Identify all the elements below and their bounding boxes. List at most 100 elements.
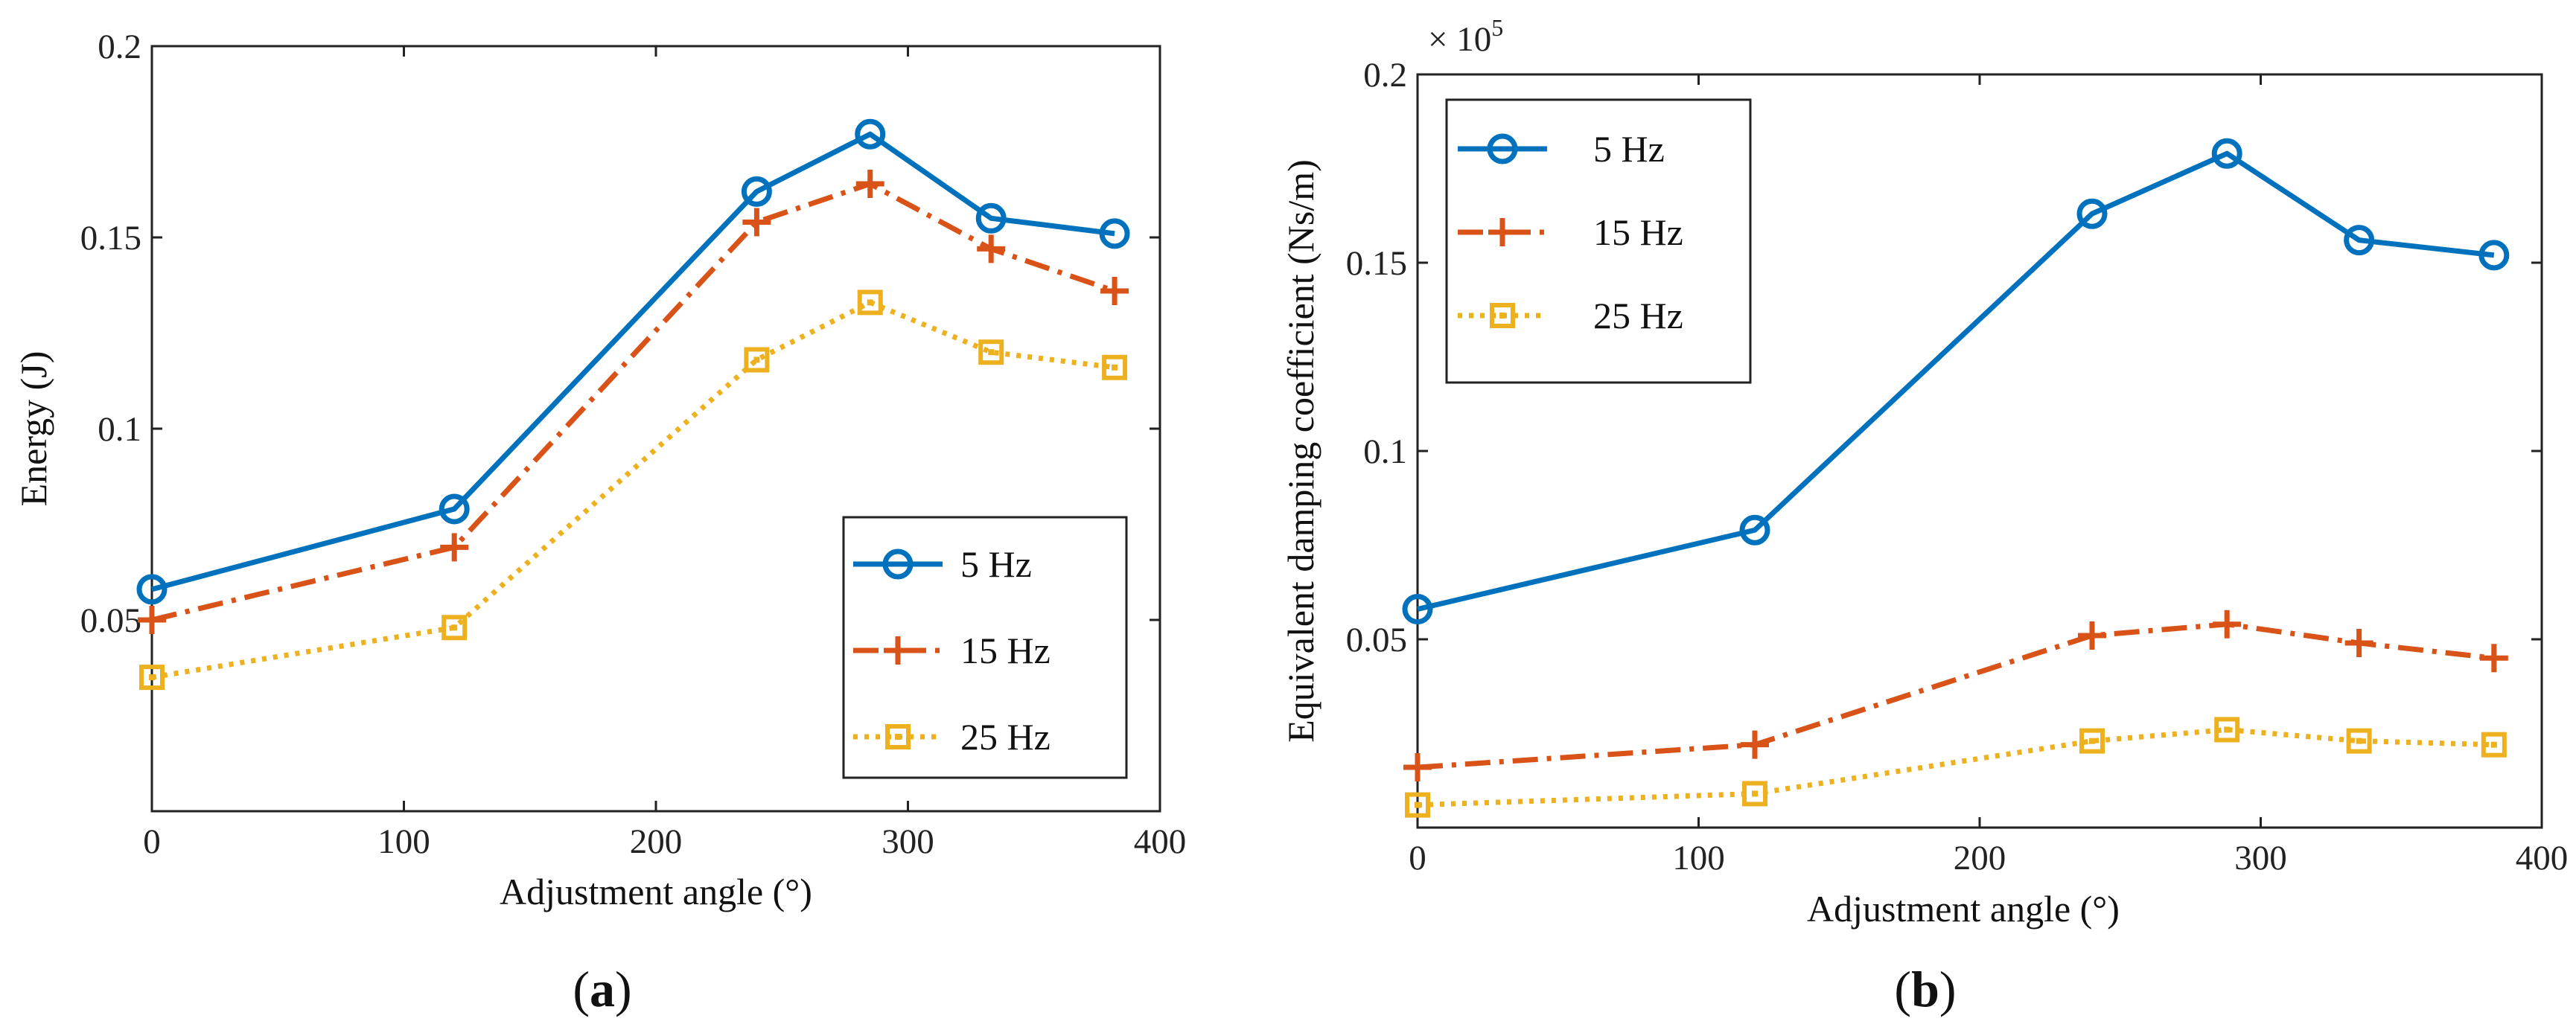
panel-a-point-inner [988,349,995,356]
panel-b-point [2344,225,2375,256]
panel-b-point-inner [1752,790,1758,797]
panel-a-ytick-label: 0.05 [80,601,141,640]
panel-a-point [1099,218,1130,249]
panel-b-point [2479,644,2508,673]
panel-b-legend-marker [1488,218,1517,246]
panel-b-multiplier: × 105 [1428,14,1503,59]
panel-a-point-outer [744,347,770,373]
panel-b-series-line [1417,726,2494,808]
panel-b-point [2344,629,2373,658]
panel-b-legend-marker [1487,133,1518,164]
panel-a-point-inner [1112,364,1118,371]
panel-b-point-inner [1415,802,1421,808]
panel-a-point-inner [753,356,760,363]
panel-a-point-inner [867,299,873,306]
panel-a-legend-marker-inner [895,734,901,740]
panel-b-xtick-label: 200 [1954,839,2006,877]
panel-a-point [855,118,886,150]
panel-a-series [136,118,1130,691]
panel-b-point-inner [2089,738,2095,744]
panel-a-xtick-label: 300 [881,822,934,861]
panel-b-point-outer [1405,792,1430,818]
panel-b-xtick-label: 100 [1672,839,1725,877]
panel-b-multiplier-exp: 5 [1491,14,1503,41]
panel-a-legend-label: 5 Hz [960,543,1032,585]
panel-b-legend-label: 15 Hz [1593,211,1683,253]
panel-a-ticks: 0 100 200 300 400 0.05 0.1 0.15 0.2 [80,28,1187,861]
panel-b-legend-marker-outer [1490,303,1515,328]
panel-b-point [2214,717,2240,743]
panel-a-point-inner [149,674,155,681]
panel-a-point [441,615,468,641]
panel-a-point [977,234,1006,263]
panel-a-legend-marker [884,636,912,665]
panel-b-ticks: 0 100 200 300 400 0.05 0.1 0.15 0.2 [1346,56,2569,877]
panel-a-series-line [151,299,1115,680]
panel-b-legend-marker [1490,303,1515,328]
panel-b-legend: 5 Hz 15 Hz 25 Hz [1445,98,1752,384]
panel-a-ytick-label: 0.15 [80,219,141,258]
panel-b-xlabel: Adjustment angle (°) [1807,888,2120,930]
panel-b-xtick-label: 300 [2234,839,2287,877]
panel-b-ytick-label: 0.1 [1363,432,1407,471]
panel-b-point [2079,728,2105,754]
panel-a-chart: 0 100 200 300 400 0.05 0.1 0.15 0.2 Adjustment a… [13,28,1186,1017]
panel-a-point-inner [451,624,458,631]
panel-a-point-outer [139,665,165,691]
panel-b-legend-label: 5 Hz [1593,128,1665,170]
panel-a-point [139,665,165,691]
panel-b-point [1742,781,1767,807]
panel-a-xtick-label: 100 [377,822,430,861]
panel-a-point [857,290,883,316]
panel-a-point [440,533,469,562]
panel-a-xlabel: Adjustment angle (°) [500,871,812,912]
panel-a-point [136,574,168,605]
panel-b-point-outer [2214,717,2240,743]
panel-a-point [744,347,770,373]
panel-a-series-line [151,181,1116,623]
panel-b-point [2478,240,2510,271]
panel-a-series-line [151,131,1115,592]
panel-b-multiplier-base: × 10 [1428,20,1491,59]
panel-b-point [1741,730,1769,759]
panel-a-point-outer [1102,354,1128,380]
panel-b-point [1402,594,1433,625]
panel-b-ylabel: Equivalent damping coefficient (Ns/m) [1280,159,1322,743]
panel-b-point [2481,732,2507,758]
panel-a-ytick-label: 0.2 [98,28,141,66]
panel-b-point-outer [2481,732,2507,758]
panel-b-point-outer [2079,728,2105,754]
panel-a-legend: 5 Hz 15 Hz 25 Hz [842,516,1128,779]
panel-a-legend-label: 15 Hz [960,630,1051,671]
panel-a-legend-marker-outer [885,724,911,749]
panel-b-xtick-label: 0 [1409,839,1426,877]
panel-b-point [2213,610,2242,639]
panel-a-point [742,208,771,237]
panel-a-point [1102,354,1128,380]
panel-a-point-outer [857,290,883,316]
panel-a-legend-label: 25 Hz [960,716,1051,758]
panel-a-point [855,170,884,199]
panel-a-xtick-label: 200 [630,822,683,861]
panel-a-legend-marker [882,548,914,580]
panel-a-point [138,606,166,634]
panel-b-ytick-label: 0.15 [1346,244,1407,283]
panel-b-point-outer [1742,781,1767,807]
panel-b-caption: (b) [1894,961,1956,1017]
panel-b-xtick-label: 400 [2516,839,2569,877]
panel-b-point [2346,728,2372,754]
panel-a-point [439,493,470,525]
panel-a-point-outer [978,339,1004,365]
panel-a-point [1100,276,1129,305]
panel-b-point [2211,138,2242,169]
panel-b-point [2076,198,2108,229]
panel-b-ytick-label: 0.05 [1346,621,1407,659]
panel-b-point [1403,753,1432,782]
panel-b-point-inner [2224,726,2231,733]
panel-b-ytick-label: 0.2 [1363,56,1407,95]
panel-b-point-inner [2490,741,2497,748]
panel-b-series [1402,138,2510,818]
panel-b-point-outer [2346,728,2372,754]
panel-b-caption-letter: b [1911,961,1939,1017]
